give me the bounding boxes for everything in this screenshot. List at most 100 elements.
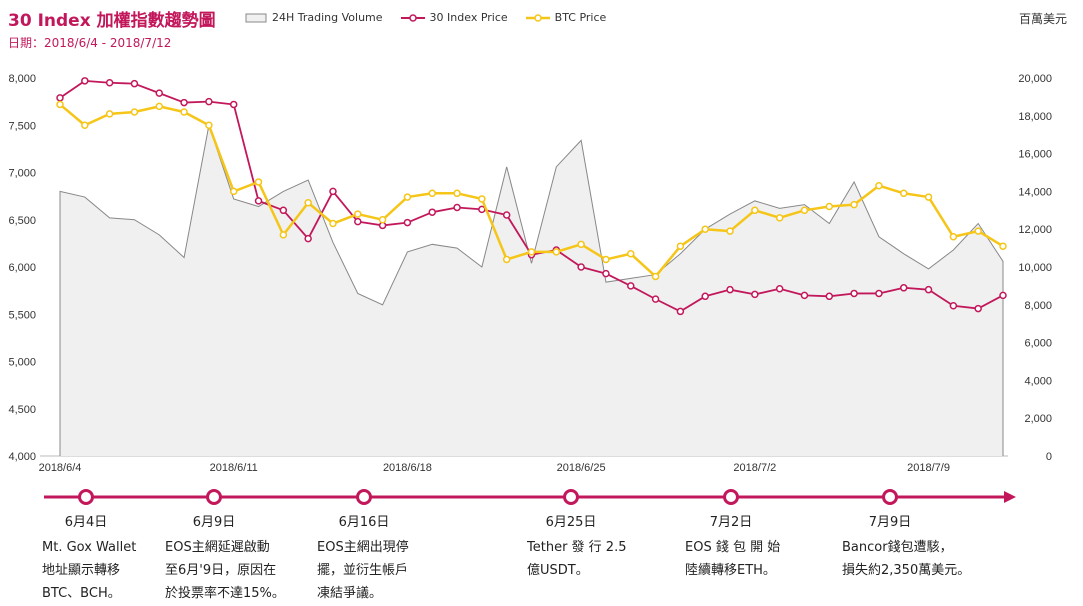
y-left-tick-label: 7,000	[8, 168, 36, 180]
timeline-marker	[78, 489, 94, 505]
legend-swatch-btc	[525, 13, 550, 22]
index-point	[229, 100, 238, 109]
chart-legend: 24H Trading Volume 30 Index Price BTC Pr…	[245, 11, 624, 24]
legend-item-btc: BTC Price	[525, 11, 607, 24]
btc-point	[428, 189, 436, 198]
event-date: 6月9日	[192, 515, 236, 530]
btc-point	[552, 248, 561, 256]
index-point	[999, 291, 1007, 300]
btc-point	[205, 121, 213, 129]
index-point	[254, 197, 263, 205]
y-right-tick-label: 12,000	[1018, 224, 1052, 236]
legend-item-index: 30 Index Price	[400, 11, 508, 24]
index-point	[676, 307, 685, 316]
event-description-line: Mt. Gox Wallet	[42, 540, 137, 555]
y-left-tick-label: 8,000	[8, 73, 36, 85]
y-right-tick-label: 6,000	[1024, 338, 1052, 350]
event-description-line: Tether 發 行 2.5	[527, 540, 627, 555]
event-description-line: 於投票率不達15%。	[165, 586, 285, 601]
btc-point	[924, 193, 933, 201]
index-point	[130, 79, 139, 88]
index-point	[329, 187, 337, 196]
index-point	[875, 289, 883, 298]
btc-point	[875, 181, 883, 190]
event-description-line: 擺，並衍生帳戶	[317, 563, 409, 578]
event-description-line: 損失約2,350萬美元。	[842, 563, 971, 578]
x-tick-label: 2018/7/2	[733, 462, 776, 474]
btc-point	[354, 210, 362, 218]
index-point	[602, 269, 610, 278]
index-point	[428, 208, 436, 216]
unit-label: 百萬美元	[1018, 12, 1067, 26]
timeline-marker	[882, 489, 898, 505]
chart-subtitle: 日期：2018/6/4 - 2018/7/12	[8, 36, 172, 50]
y-left-tick-label: 4,000	[8, 451, 36, 463]
event-description-line: 凍結爭議。	[317, 586, 383, 601]
timeline-marker	[723, 489, 739, 505]
index-point	[180, 98, 188, 107]
y-left-tick-label: 6,000	[8, 262, 36, 274]
index-point	[899, 284, 908, 292]
y-right-tick-label: 2,000	[1024, 413, 1052, 425]
event-date: 7月2日	[709, 515, 753, 530]
btc-point	[949, 233, 958, 241]
index-point	[56, 94, 64, 102]
event-description-line: EOS 錢 包 開 始	[685, 540, 781, 555]
btc-point	[155, 102, 164, 111]
btc-point	[105, 110, 114, 118]
index-point	[701, 292, 709, 301]
legend-label-index: 30 Index Price	[429, 11, 508, 24]
index-point	[453, 203, 461, 212]
legend-swatch-volume	[245, 13, 267, 22]
y-right-tick-label: 0	[1046, 451, 1052, 463]
event-description-line: 億USDT。	[527, 563, 589, 578]
btc-point	[478, 195, 486, 203]
btc-point	[974, 227, 982, 235]
event-description: EOS 錢 包 開 始陸續轉移ETH。	[685, 536, 780, 582]
btc-point	[56, 100, 64, 109]
btc-point	[378, 216, 387, 224]
index-point	[751, 290, 759, 299]
y-left-tick-label: 4,500	[8, 404, 36, 416]
index-point	[155, 89, 164, 97]
event-date: 6月16日	[338, 515, 390, 530]
btc-point	[676, 242, 685, 250]
btc-point	[850, 200, 858, 209]
y-left-tick-label: 7,500	[8, 120, 36, 132]
btc-point	[81, 121, 89, 129]
index-point	[304, 234, 312, 243]
y-right-tick-label: 10,000	[1018, 262, 1052, 274]
index-point	[279, 206, 288, 215]
event-description: Bancor錢包遭駭， 損失約2,350萬美元。	[842, 536, 970, 582]
event-description: EOS主網延遲啟動 至6月'9日，原因在 於投票率不達15%。	[165, 536, 285, 605]
event-description-line: EOS主網出現停	[317, 540, 409, 555]
x-tick-label: 2018/6/25	[557, 462, 606, 474]
event-date: 6月4日	[64, 515, 108, 530]
btc-point	[800, 206, 809, 215]
btc-point	[279, 231, 288, 239]
legend-label-btc: BTC Price	[554, 11, 607, 24]
btc-point	[701, 225, 709, 233]
btc-point	[453, 189, 461, 198]
y-right-tick-label: 20,000	[1018, 73, 1052, 85]
index-point	[949, 301, 958, 310]
x-tick-label: 2018/6/11	[210, 462, 258, 474]
index-point	[502, 211, 511, 219]
index-point	[850, 289, 858, 298]
event-date: 6月25日	[545, 515, 597, 530]
btc-point	[825, 202, 834, 211]
index-point	[974, 304, 982, 313]
chart-title: 30 Index 加權指數趨勢圖	[8, 11, 216, 31]
x-tick-label: 2018/7/9	[907, 462, 950, 474]
event-description-line: Bancor錢包遭駭，	[842, 540, 953, 555]
legend-label-volume: 24H Trading Volume	[272, 11, 383, 24]
index-point	[205, 97, 213, 106]
index-point	[726, 285, 734, 294]
event-description-line: BTC、BCH。	[42, 586, 121, 601]
btc-point	[651, 272, 660, 281]
btc-point	[999, 242, 1007, 250]
event-description-line: EOS主網延遲啟動	[165, 540, 270, 555]
btc-point	[180, 108, 188, 116]
event-description-line: 陸續轉移ETH。	[685, 563, 776, 578]
